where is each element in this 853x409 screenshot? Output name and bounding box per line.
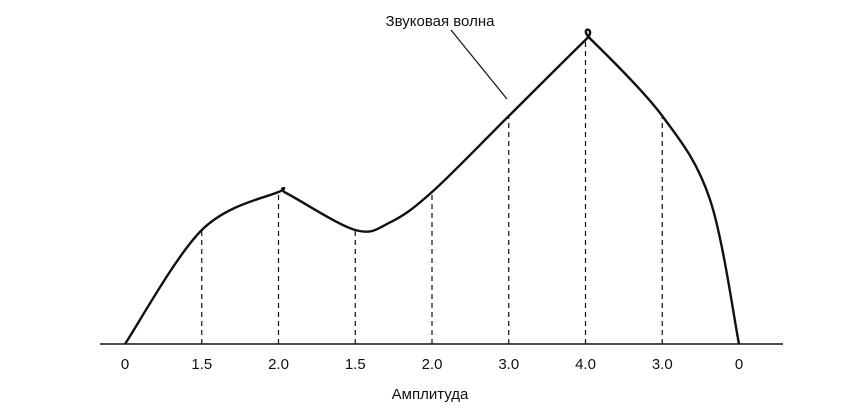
x-tick-label: 2.0 bbox=[268, 356, 289, 373]
x-tick-label: 2.0 bbox=[422, 356, 443, 373]
x-tick-label: 0 bbox=[735, 356, 743, 373]
x-tick-label: 3.0 bbox=[498, 356, 519, 373]
x-tick-label: 1.5 bbox=[345, 356, 366, 373]
x-tick-label: 4.0 bbox=[575, 356, 596, 373]
sound-wave-curve bbox=[124, 28, 741, 345]
x-tick-label: 0 bbox=[121, 356, 129, 373]
sample-lines bbox=[201, 40, 663, 344]
annotation-leader-line bbox=[450, 29, 508, 100]
x-tick-labels: 0 1.5 2.0 1.5 2.0 3.0 4.0 3.0 0 bbox=[121, 356, 743, 373]
x-tick-label: 3.0 bbox=[652, 356, 673, 373]
x-axis-label: Амплитуда bbox=[392, 386, 469, 403]
x-tick-label: 1.5 bbox=[191, 356, 212, 373]
wave-annotation-label: Звуковая волна bbox=[386, 13, 496, 30]
